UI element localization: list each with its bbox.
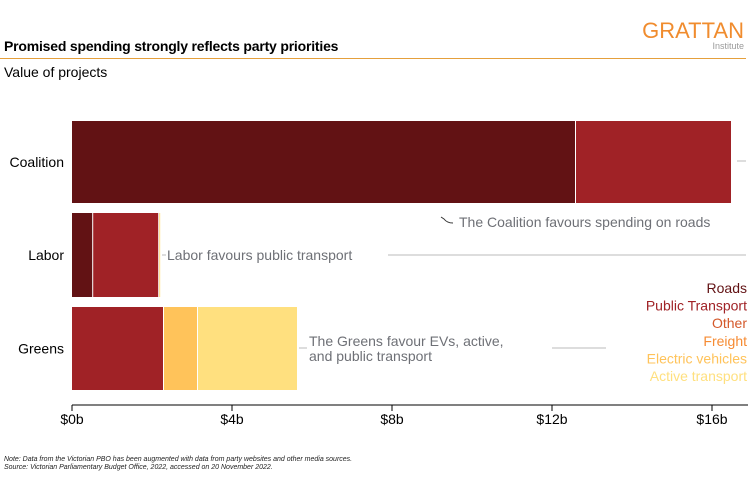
bar-labor-active-transport bbox=[159, 213, 161, 297]
greens-annotation-line-2: and public transport bbox=[309, 348, 432, 364]
x-tick-label: $4b bbox=[220, 411, 244, 427]
legend-public-transport: Public Transport bbox=[646, 298, 747, 314]
greens-annotation-line-1: The Greens favour EVs, active, bbox=[309, 333, 504, 349]
title-divider bbox=[0, 58, 746, 59]
labor-annotation: Labor favours public transport bbox=[167, 247, 352, 263]
category-label-labor: Labor bbox=[28, 247, 64, 263]
bar-greens-electric-vehicles bbox=[164, 307, 197, 390]
bar-greens-active-transport bbox=[198, 307, 297, 390]
x-tick-label: $0b bbox=[60, 411, 84, 427]
annotations-group: The Coalition favours spending on roads L… bbox=[162, 160, 746, 364]
legend-electric-vehicles: Electric vehicles bbox=[647, 350, 747, 366]
bar-labor-public-transport bbox=[93, 213, 159, 297]
x-tick-label: $12b bbox=[536, 411, 567, 427]
note-text: Note: Data from the Victorian PBO has be… bbox=[4, 456, 353, 463]
bar-coalition-roads bbox=[72, 121, 575, 203]
category-label-greens: Greens bbox=[18, 341, 64, 357]
legend-freight: Freight bbox=[703, 333, 747, 349]
x-axis: $0b $4b $8b $12b $16b bbox=[60, 404, 748, 427]
chart-title: Promised spending strongly reflects part… bbox=[4, 38, 339, 54]
bar-coalition-public-transport bbox=[576, 121, 731, 203]
footnote: Note: Data from the Victorian PBO has be… bbox=[4, 456, 352, 472]
grattan-logo: GRATTAN Institute bbox=[642, 20, 744, 51]
coalition-annotation: The Coalition favours spending on roads bbox=[459, 214, 710, 230]
logo-main-text: GRATTAN bbox=[642, 18, 744, 43]
legend-roads: Roads bbox=[707, 280, 747, 296]
source-text: Source: Victorian Parliamentary Budget O… bbox=[4, 464, 273, 471]
category-labels: Coalition Labor Greens bbox=[10, 154, 65, 357]
legend-active-transport: Active transport bbox=[650, 368, 747, 384]
category-label-coalition: Coalition bbox=[10, 154, 64, 170]
legend-other: Other bbox=[712, 315, 747, 331]
coalition-annotation-arrow bbox=[440, 216, 454, 224]
logo-sub-text: Institute bbox=[712, 41, 744, 51]
x-tick-label: $8b bbox=[380, 411, 404, 427]
bar-greens-public-transport bbox=[72, 307, 163, 390]
x-tick-label: $16b bbox=[696, 411, 727, 427]
bar-labor-roads bbox=[72, 213, 93, 297]
chart-subtitle: Value of projects bbox=[4, 64, 108, 80]
bars-group bbox=[72, 121, 731, 390]
